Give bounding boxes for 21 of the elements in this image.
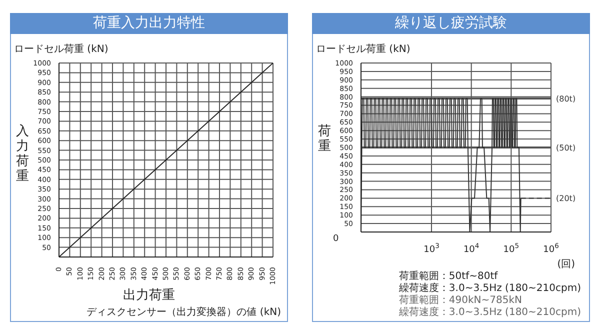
x-tick-label: 10$^{5}$ [503, 242, 520, 255]
text: 荷重範囲：490kN~785kN [398, 295, 524, 306]
text: 荷重範囲：50tf~80tf [398, 271, 499, 282]
text: ロードセル荷重 (kN) [14, 42, 108, 56]
text: 繰荷速度：3.0~3.5Hz (180~210cpm) [398, 283, 581, 294]
text: ディスクセンサー（出力変換器）の値 (kN) [86, 306, 281, 319]
x-tick-label: 10$^{6}$ [543, 242, 559, 255]
ref-line-label: (50t) [556, 143, 576, 152]
text: 繰荷速度：3.0~3.5Hz (180~210cpm) [398, 307, 581, 319]
x-tick-label: 10$^{4}$ [463, 242, 480, 255]
chart-title: 繰り返し疲労試験 [312, 13, 590, 34]
x-axis-title: (回) [557, 258, 575, 271]
ref-line-label: (80t) [556, 94, 576, 104]
chart-title: 荷重入力出力特性 [10, 13, 288, 34]
x-axis-title: 出力荷重 [122, 287, 176, 304]
text: ロードセル荷重 (kN) [316, 42, 410, 56]
x-tick-label: 10$^{3}$ [424, 242, 440, 255]
annotation: (20t) [556, 194, 576, 204]
y-axis-title: 入力荷重 [16, 124, 29, 184]
text: 0 [333, 234, 339, 244]
y-axis-title: 荷重 [318, 124, 331, 154]
